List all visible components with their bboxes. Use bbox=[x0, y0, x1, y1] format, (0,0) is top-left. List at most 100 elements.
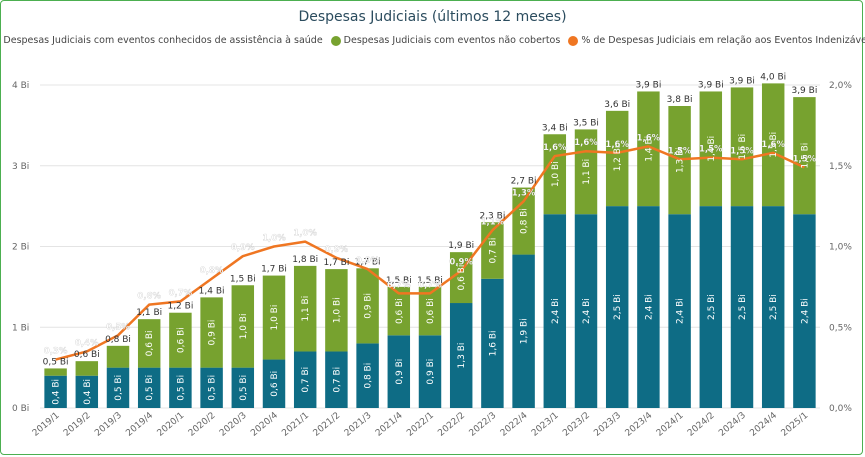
data-label-percentual: 1,5% bbox=[730, 146, 754, 156]
data-label-total: 1,9 Bi bbox=[448, 241, 474, 251]
legend-label-percentual: % de Despesas Judiciais em relação aos E… bbox=[581, 35, 865, 46]
data-label-percentual: 1,6% bbox=[574, 138, 598, 148]
bar-segment-nao-cobertos bbox=[761, 83, 785, 207]
data-label-percentual: 1,5% bbox=[699, 145, 723, 155]
data-label-nao-cobertos: 1,1 Bi bbox=[582, 159, 592, 185]
data-label-percentual: 0,7% bbox=[169, 288, 193, 298]
y-tick-label-right: 0,0% bbox=[829, 404, 852, 414]
x-tick-label: 2024/1 bbox=[655, 411, 686, 439]
y-tick-label-right: 0,5% bbox=[829, 323, 852, 333]
legend-dot-nao-cobertos bbox=[330, 35, 341, 46]
data-label-nao-cobertos: 0,8 Bi bbox=[520, 208, 530, 234]
data-label-nao-cobertos: 1,1 Bi bbox=[301, 296, 311, 322]
legend-item-percentual[interactable]: % de Despesas Judiciais em relação aos E… bbox=[568, 35, 865, 46]
bar-segment-nao-cobertos bbox=[44, 368, 67, 376]
bar-segment-nao-cobertos bbox=[512, 187, 535, 255]
bar-segment-nao-cobertos bbox=[75, 361, 99, 376]
data-label-percentual: 0,9% bbox=[449, 258, 473, 268]
data-label-saude: 2,5 Bi bbox=[769, 294, 779, 320]
bar-segment-saude bbox=[481, 278, 504, 408]
data-label-total: 3,6 Bi bbox=[604, 100, 630, 110]
bar-segment-saude bbox=[668, 214, 691, 408]
data-label-nao-cobertos: 0,6 Bi bbox=[426, 298, 436, 324]
data-label-percentual: 1,0% bbox=[293, 229, 317, 239]
data-label-total: 1,4 Bi bbox=[199, 286, 225, 296]
data-label-percentual: 0,9% bbox=[356, 256, 380, 266]
data-label-total: 1,1 Bi bbox=[136, 308, 162, 318]
data-label-saude: 0,9 Bi bbox=[395, 359, 405, 385]
x-tick-label: 2021/3 bbox=[343, 411, 374, 439]
data-label-saude: 0,5 Bi bbox=[239, 375, 249, 401]
data-label-nao-cobertos: 1,0 Bi bbox=[239, 314, 249, 340]
data-label-saude: 0,7 Bi bbox=[301, 367, 311, 393]
data-label-percentual: 0,9% bbox=[325, 245, 349, 255]
data-label-saude: 0,6 Bi bbox=[270, 371, 280, 397]
bar-segment-saude bbox=[169, 367, 192, 408]
data-label-nao-cobertos: 0,6 Bi bbox=[457, 265, 467, 291]
bar-segment-nao-cobertos bbox=[231, 285, 255, 368]
bar-segment-nao-cobertos bbox=[169, 312, 192, 368]
data-label-total: 1,5 Bi bbox=[230, 274, 256, 284]
legend-item-saude[interactable]: Despesas Judiciais com eventos conhecido… bbox=[0, 35, 323, 46]
y-tick-label-right: 2,0% bbox=[829, 81, 852, 91]
data-label-percentual: 1,6% bbox=[605, 140, 629, 150]
data-label-nao-cobertos: 1,3 Bi bbox=[676, 147, 686, 173]
bar-segment-saude bbox=[356, 343, 379, 408]
data-label-total: 3,9 Bi bbox=[729, 76, 755, 86]
bar-segment-nao-cobertos bbox=[699, 91, 723, 207]
data-label-percentual: 1,6% bbox=[543, 143, 567, 153]
data-label-total: 4,0 Bi bbox=[760, 72, 786, 82]
data-label-percentual: 0,3% bbox=[44, 347, 68, 357]
x-tick-label: 2023/2 bbox=[561, 411, 592, 439]
bar-segment-saude bbox=[605, 206, 629, 408]
x-tick-label: 2023/3 bbox=[592, 411, 623, 439]
data-label-percentual: 1,3% bbox=[512, 188, 536, 198]
bar-segment-saude bbox=[231, 367, 255, 408]
bar-segment-nao-cobertos bbox=[793, 97, 816, 215]
data-label-percentual: 0,7% bbox=[387, 280, 411, 290]
data-label-nao-cobertos: 1,5 Bi bbox=[800, 143, 810, 169]
x-tick-label: 2022/2 bbox=[436, 411, 467, 439]
data-label-saude: 2,5 Bi bbox=[613, 294, 623, 320]
data-label-saude: 0,9 Bi bbox=[426, 359, 436, 385]
data-label-total: 1,7 Bi bbox=[323, 258, 349, 268]
data-label-saude: 0,7 Bi bbox=[332, 367, 342, 393]
x-tick-label: 2024/2 bbox=[686, 411, 717, 439]
x-tick-label: 2023/4 bbox=[624, 410, 655, 438]
data-label-total: 3,4 Bi bbox=[542, 123, 568, 133]
bar-segment-nao-cobertos bbox=[293, 265, 317, 352]
data-label-saude: 1,3 Bi bbox=[457, 343, 467, 369]
data-label-nao-cobertos: 1,2 Bi bbox=[613, 146, 623, 172]
data-label-percentual: 0,7% bbox=[418, 280, 442, 290]
x-tick-label: 2023/1 bbox=[530, 411, 561, 439]
data-label-nao-cobertos: 1,5 Bi bbox=[738, 134, 748, 160]
data-label-percentual: 0,5% bbox=[106, 322, 130, 332]
data-label-nao-cobertos: 1,4 Bi bbox=[707, 136, 717, 162]
x-tick-label: 2021/2 bbox=[312, 411, 343, 439]
data-label-total: 3,9 Bi bbox=[698, 80, 724, 90]
x-tick-label: 2022/3 bbox=[468, 411, 499, 439]
legend-item-nao-cobertos[interactable]: Despesas Judiciais com eventos não cober… bbox=[330, 35, 560, 46]
series-line-percentual bbox=[55, 145, 805, 361]
data-label-nao-cobertos: 1,0 Bi bbox=[270, 305, 280, 331]
bar-segment-nao-cobertos bbox=[137, 319, 161, 368]
data-label-saude: 2,4 Bi bbox=[676, 298, 686, 324]
data-label-nao-cobertos: 0,6 Bi bbox=[145, 330, 155, 356]
chart-title: Despesas Judiciais (últimos 12 meses) bbox=[298, 9, 567, 25]
x-tick-label: 2021/1 bbox=[280, 411, 311, 439]
bar-segment-nao-cobertos bbox=[637, 91, 660, 207]
bar-segment-saude bbox=[730, 206, 754, 408]
y-tick-label-right: 1,0% bbox=[829, 243, 852, 253]
data-label-saude: 0,4 Bi bbox=[52, 379, 62, 405]
bar-segment-nao-cobertos bbox=[387, 286, 411, 336]
data-label-nao-cobertos: 0,9 Bi bbox=[364, 293, 374, 319]
bar-segment-nao-cobertos bbox=[730, 87, 754, 207]
data-label-percentual: 1,5% bbox=[793, 154, 817, 164]
data-label-total: 3,5 Bi bbox=[573, 118, 599, 128]
y-tick-label-left: 2 Bi bbox=[12, 243, 29, 253]
y-tick-label-left: 4 Bi bbox=[12, 81, 29, 91]
x-tick-label: 2022/1 bbox=[405, 411, 436, 439]
legend-dot-percentual bbox=[568, 35, 579, 46]
x-tick-label: 2024/3 bbox=[717, 411, 748, 439]
